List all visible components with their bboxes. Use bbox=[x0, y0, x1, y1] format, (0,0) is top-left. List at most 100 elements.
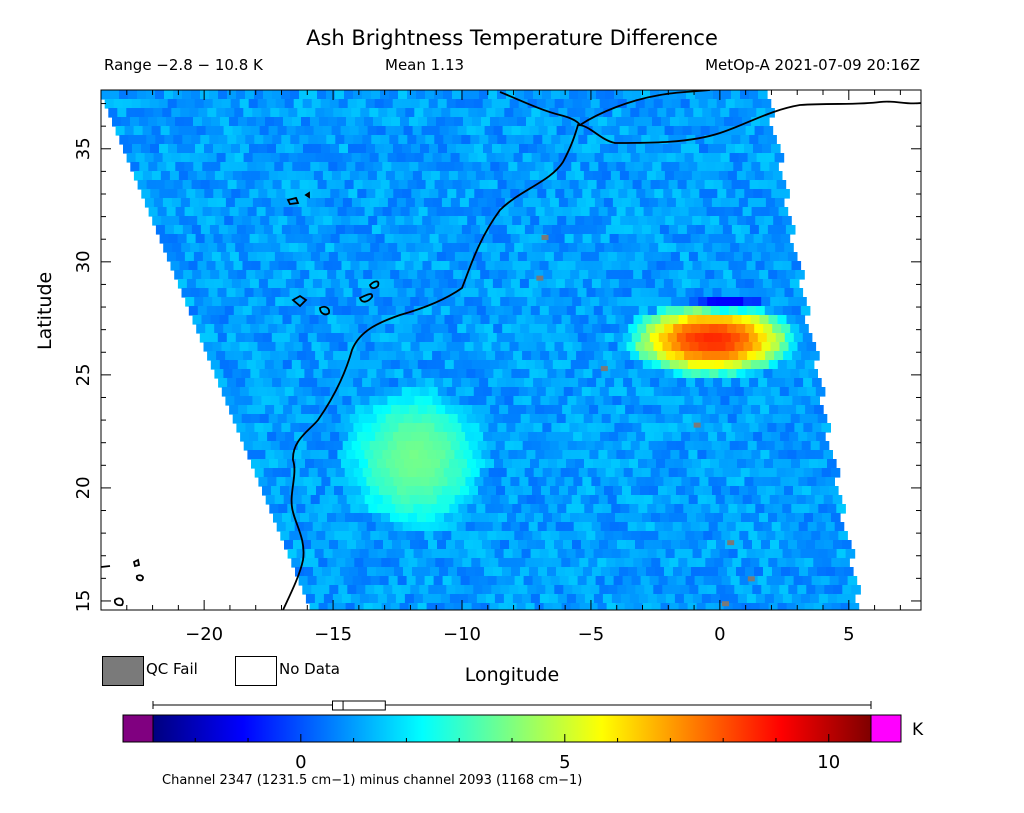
heat-cell bbox=[311, 99, 322, 109]
heat-cell bbox=[284, 297, 294, 307]
heat-cell bbox=[769, 450, 779, 460]
heat-cell bbox=[575, 594, 586, 604]
heat-cell bbox=[514, 333, 525, 343]
heat-cell bbox=[760, 495, 771, 505]
heat-cell bbox=[629, 504, 639, 514]
heat-cell bbox=[654, 522, 665, 532]
heat-cell bbox=[738, 198, 749, 208]
heat-cell bbox=[399, 558, 409, 568]
heat-cell bbox=[649, 288, 660, 298]
heat-cell bbox=[566, 459, 576, 469]
heat-cell bbox=[789, 477, 799, 487]
heat-cell bbox=[607, 495, 618, 505]
heat-cell bbox=[348, 144, 358, 154]
range-readout: Range −2.8 − 10.8 K bbox=[104, 56, 263, 74]
heat-cell bbox=[641, 90, 651, 100]
heat-cell bbox=[416, 225, 427, 235]
heat-cell bbox=[253, 243, 263, 253]
heat-cell bbox=[708, 189, 718, 199]
heat-cell bbox=[618, 522, 629, 532]
heat-cell bbox=[329, 342, 340, 352]
heat-cell bbox=[360, 108, 370, 118]
heat-cell bbox=[678, 360, 689, 370]
heat-cell bbox=[363, 513, 373, 523]
heat-cell bbox=[121, 117, 131, 127]
heat-cell bbox=[248, 387, 259, 397]
heat-cell bbox=[726, 522, 737, 532]
heat-cell bbox=[308, 225, 319, 235]
heat-cell bbox=[420, 189, 430, 199]
heat-cell bbox=[330, 477, 340, 487]
heat-cell bbox=[741, 603, 752, 610]
heat-cell bbox=[162, 198, 173, 208]
heat-cell bbox=[614, 378, 624, 388]
heat-cell bbox=[593, 459, 603, 469]
heat-cell bbox=[772, 171, 783, 181]
heat-cell bbox=[703, 333, 714, 343]
heat-cell bbox=[764, 306, 775, 316]
heat-cell bbox=[653, 540, 663, 550]
heat-cell bbox=[240, 279, 251, 289]
heat-cell bbox=[241, 324, 251, 334]
heat-cell bbox=[244, 288, 255, 298]
heat-cell bbox=[316, 333, 327, 343]
heat-cell bbox=[584, 261, 595, 271]
heat-cell bbox=[797, 585, 807, 595]
heat-cell bbox=[421, 126, 432, 136]
heat-cell bbox=[443, 423, 453, 433]
heat-cell bbox=[436, 207, 447, 217]
heat-cell bbox=[531, 441, 542, 451]
heat-cell bbox=[515, 468, 526, 478]
heat-cell bbox=[519, 477, 529, 487]
heat-cell bbox=[246, 315, 257, 325]
heat-cell bbox=[764, 594, 775, 604]
heat-cell bbox=[332, 549, 343, 559]
heat-cell bbox=[662, 297, 672, 307]
heat-cell bbox=[753, 432, 763, 442]
heat-cell bbox=[104, 99, 115, 109]
heat-cell bbox=[470, 468, 481, 478]
heat-cell bbox=[565, 171, 576, 181]
heat-cell bbox=[366, 477, 376, 487]
heat-cell bbox=[688, 495, 699, 505]
heat-cell bbox=[672, 234, 683, 244]
heat-cell bbox=[323, 261, 334, 271]
heat-cell bbox=[461, 225, 472, 235]
heat-cell bbox=[306, 441, 317, 451]
heat-cell bbox=[401, 585, 411, 595]
heat-cell bbox=[456, 432, 466, 442]
heat-cell bbox=[492, 522, 503, 532]
heat-cell bbox=[715, 207, 726, 217]
heat-cell bbox=[632, 135, 642, 145]
heat-cell bbox=[485, 261, 496, 271]
heat-cell bbox=[520, 369, 530, 379]
heat-cell bbox=[440, 261, 451, 271]
heat-cell bbox=[572, 387, 583, 397]
heat-cell bbox=[432, 396, 442, 406]
heat-cell bbox=[745, 171, 756, 181]
heat-cell bbox=[377, 306, 388, 316]
heat-cell bbox=[305, 306, 316, 316]
heat-cell bbox=[721, 576, 732, 586]
heat-cell bbox=[386, 594, 397, 604]
heat-cell bbox=[347, 342, 358, 352]
heat-cell bbox=[503, 306, 514, 316]
heat-cell bbox=[541, 531, 551, 541]
heat-cell bbox=[433, 531, 443, 541]
heat-cell bbox=[491, 585, 501, 595]
heat-cell bbox=[300, 315, 311, 325]
heat-cell bbox=[317, 135, 327, 145]
heat-cell bbox=[304, 414, 315, 424]
heat-cell bbox=[263, 135, 273, 145]
heat-cell bbox=[751, 450, 761, 460]
heat-cell bbox=[507, 513, 517, 523]
heat-cell bbox=[534, 360, 545, 370]
heat-cell bbox=[743, 540, 753, 550]
heat-cell bbox=[770, 387, 781, 397]
heat-cell bbox=[575, 306, 586, 316]
heat-cell bbox=[631, 288, 642, 298]
heat-cell bbox=[358, 171, 369, 181]
heat-cell bbox=[541, 243, 551, 253]
heat-cell bbox=[704, 180, 715, 190]
heat-cell bbox=[798, 432, 808, 442]
